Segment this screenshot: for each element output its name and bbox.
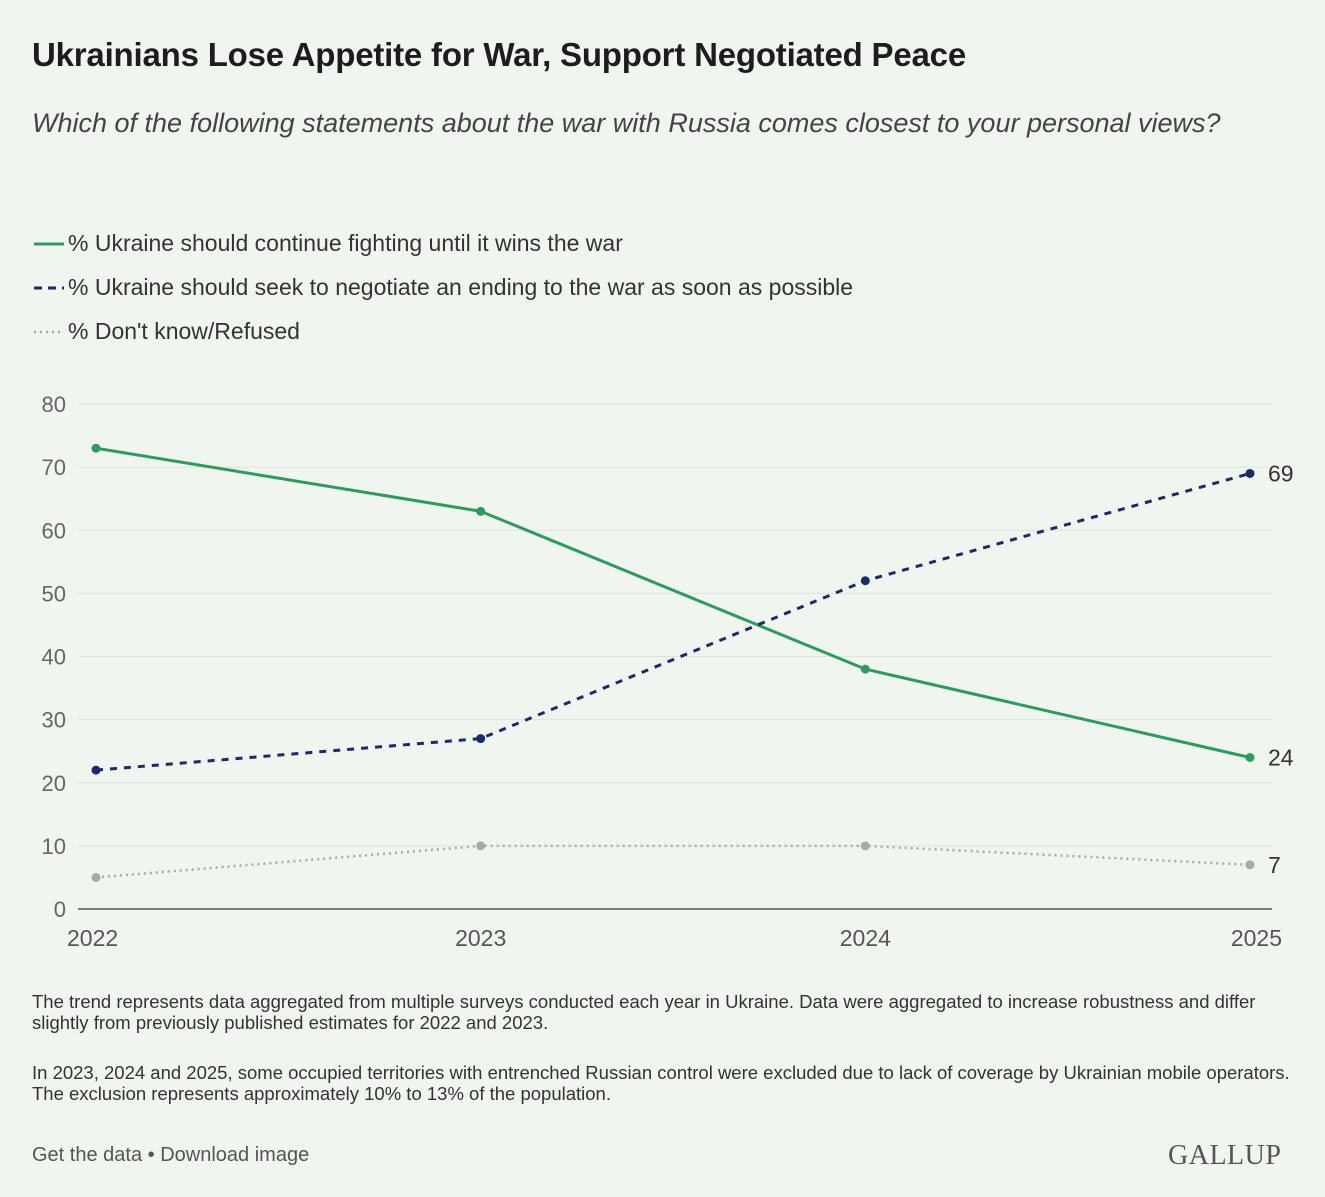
y-tick-label: 70 (42, 455, 66, 480)
legend-item-negotiate: % Ukraine should seek to negotiate an en… (32, 274, 853, 301)
series-line-2 (95, 844, 1251, 879)
y-tick-label: 30 (42, 708, 66, 733)
y-tick-label: 20 (42, 771, 66, 796)
legend-dashed-line-icon (34, 286, 64, 289)
footer-links: Get the data • Download image (32, 1144, 309, 1167)
y-tick-label: 10 (42, 834, 66, 859)
data-point (1245, 860, 1255, 870)
end-data-label: 24 (1268, 745, 1294, 771)
download-image-link[interactable]: Download image (160, 1144, 310, 1166)
data-point (860, 576, 870, 586)
data-point (860, 841, 870, 851)
data-point (1245, 468, 1255, 478)
data-point (91, 443, 101, 453)
legend-label: % Ukraine should continue fighting until… (68, 230, 623, 256)
series-line-1 (95, 471, 1251, 772)
legend-solid-line-icon (34, 242, 64, 245)
chart-title: Ukrainians Lose Appetite for War, Suppor… (32, 36, 966, 73)
x-tick-label: 2023 (455, 925, 506, 951)
footnote-1: The trend represents data aggregated fro… (32, 991, 1256, 1033)
data-point (860, 664, 870, 674)
y-tick-label: 80 (42, 392, 66, 417)
legend-item-dont-know: % Don't know/Refused (32, 318, 300, 345)
data-point (1245, 753, 1255, 762)
chart-subtitle: Which of the following statements about … (32, 108, 1221, 138)
y-tick-label: 60 (42, 518, 66, 543)
data-point (476, 506, 486, 516)
legend-dotted-line-icon (34, 330, 64, 333)
data-point (91, 765, 101, 775)
gallup-logo: GALLUP (1168, 1140, 1282, 1171)
get-data-link[interactable]: Get the data (32, 1144, 143, 1166)
separator: • (147, 1144, 155, 1166)
x-tick-label: 2022 (67, 925, 118, 951)
data-point (91, 872, 101, 882)
y-tick-label: 40 (42, 645, 66, 670)
x-tick-label: 2024 (840, 925, 891, 951)
legend-label: % Ukraine should seek to negotiate an en… (68, 274, 854, 300)
data-point (476, 841, 486, 851)
legend-item-fighting: % Ukraine should continue fighting until… (32, 230, 623, 257)
x-tick-label: 2025 (1231, 925, 1282, 951)
end-data-label: 7 (1268, 852, 1281, 878)
footnote-2: In 2023, 2024 and 2025, some occupied te… (32, 1062, 1290, 1104)
y-tick-label: 50 (42, 581, 66, 606)
y-tick-label: 0 (54, 897, 66, 922)
data-point (476, 734, 486, 744)
series-line-0 (95, 446, 1251, 759)
end-data-label: 69 (1268, 460, 1294, 486)
legend-label: % Don't know/Refused (68, 318, 300, 344)
